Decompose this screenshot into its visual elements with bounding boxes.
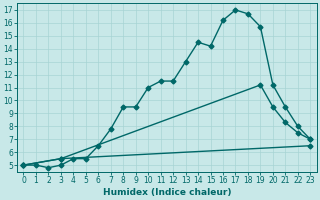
X-axis label: Humidex (Indice chaleur): Humidex (Indice chaleur) — [103, 188, 231, 197]
